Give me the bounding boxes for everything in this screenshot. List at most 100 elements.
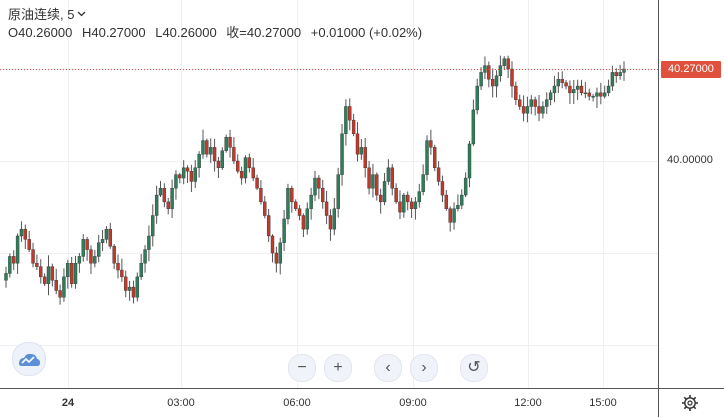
candle-body bbox=[35, 263, 39, 267]
time-axis-label: 06:00 bbox=[283, 397, 311, 409]
candle-body bbox=[602, 92, 607, 97]
candle-body bbox=[266, 215, 271, 237]
candle-body bbox=[263, 201, 267, 216]
candle-body bbox=[490, 79, 495, 87]
candle-body bbox=[212, 147, 217, 162]
candle-body bbox=[471, 109, 476, 145]
candle-body bbox=[151, 215, 155, 237]
candle-body bbox=[599, 92, 603, 97]
candle-body bbox=[301, 215, 306, 230]
candle-body bbox=[232, 147, 236, 162]
time-axis-label: 03:00 bbox=[167, 397, 195, 409]
zoom-out-button[interactable]: − bbox=[288, 354, 316, 382]
candle-body bbox=[413, 201, 418, 209]
chart-legend: 原油连续 , 5 O40.26000 H40.27000 L40.26000 收… bbox=[8, 6, 428, 42]
candle-body bbox=[579, 85, 584, 94]
candle-body bbox=[494, 75, 499, 87]
candle-body bbox=[367, 167, 371, 189]
chart-grid bbox=[0, 0, 658, 388]
candle-body bbox=[467, 143, 472, 179]
reset-chart-button[interactable]: ↺ bbox=[460, 354, 488, 382]
candle-body bbox=[228, 136, 232, 148]
candle-body bbox=[93, 256, 97, 264]
candle-body bbox=[541, 106, 545, 114]
candle-body bbox=[293, 201, 298, 209]
candle-body bbox=[475, 85, 479, 111]
ohlc-values: O40.26000 H40.27000 L40.26000 收=40.27000… bbox=[8, 24, 428, 42]
candle-body bbox=[533, 99, 537, 107]
candle-body bbox=[147, 235, 151, 250]
candle-body bbox=[220, 150, 225, 169]
candle-body bbox=[162, 188, 167, 203]
candle-body bbox=[297, 208, 302, 216]
candle-body bbox=[15, 235, 20, 264]
candle-body bbox=[463, 177, 468, 196]
candle-body bbox=[236, 160, 240, 172]
candle-body bbox=[239, 171, 244, 179]
candle-body bbox=[537, 106, 541, 114]
candle-body bbox=[575, 85, 580, 90]
candle-body bbox=[23, 228, 28, 240]
candle-body bbox=[487, 65, 491, 80]
scroll-right-button[interactable]: › bbox=[410, 354, 438, 382]
candle-body bbox=[131, 286, 136, 298]
candle-body bbox=[201, 140, 205, 155]
candle-body bbox=[448, 208, 452, 223]
high-value: H40.27000 bbox=[81, 25, 146, 40]
candle-body bbox=[127, 286, 132, 291]
chevron-down-icon[interactable] bbox=[77, 6, 86, 24]
scroll-left-button[interactable]: ‹ bbox=[374, 354, 402, 382]
candle-body bbox=[425, 140, 429, 175]
candle-body bbox=[452, 208, 456, 223]
candle-body bbox=[436, 167, 441, 182]
candle-body bbox=[382, 181, 387, 203]
candle-body bbox=[479, 72, 483, 87]
current-price-tag: 40.27000 bbox=[661, 61, 721, 78]
candle-body bbox=[564, 82, 568, 87]
candle-body bbox=[19, 228, 24, 237]
candle-body bbox=[324, 201, 329, 216]
symbol-name[interactable]: 原油连续 bbox=[8, 7, 61, 22]
candle-body bbox=[390, 167, 394, 189]
candle-body bbox=[460, 194, 464, 206]
candle-body bbox=[406, 194, 410, 203]
interval-label[interactable]: 5 bbox=[67, 7, 75, 22]
candle-body bbox=[340, 133, 344, 175]
candle-body bbox=[166, 201, 170, 209]
candle-body bbox=[606, 85, 611, 94]
candle-body bbox=[595, 92, 599, 97]
candle-body bbox=[181, 167, 186, 179]
candle-body bbox=[317, 177, 321, 189]
candle-body bbox=[259, 188, 263, 203]
tradingview-cloud-icon[interactable] bbox=[12, 342, 46, 376]
candle-body bbox=[583, 92, 588, 95]
candle-body bbox=[556, 79, 561, 87]
change-value: +0.01000 (+0.02%) bbox=[310, 25, 423, 40]
candle-body bbox=[247, 157, 252, 169]
candle-body bbox=[178, 174, 182, 179]
candle-body bbox=[363, 147, 367, 169]
candle-body bbox=[514, 85, 518, 100]
candle-body bbox=[591, 96, 595, 98]
candle-body bbox=[124, 276, 128, 291]
candle-body bbox=[104, 228, 109, 240]
gear-icon[interactable] bbox=[680, 393, 700, 413]
candles bbox=[4, 55, 626, 305]
candle-body bbox=[209, 147, 213, 155]
candle-body bbox=[54, 280, 58, 291]
candle-body bbox=[42, 276, 47, 284]
low-value: L40.26000 bbox=[155, 25, 217, 40]
candle-body bbox=[417, 191, 421, 203]
candle-body bbox=[58, 290, 62, 298]
candle-body bbox=[12, 256, 16, 264]
zoom-in-button[interactable]: + bbox=[324, 354, 352, 382]
candle-body bbox=[255, 177, 259, 189]
candle-body bbox=[309, 194, 313, 209]
candle-body bbox=[344, 106, 348, 134]
time-axis-label: 15:00 bbox=[589, 397, 617, 409]
candle-body bbox=[351, 119, 356, 134]
candle-body bbox=[305, 208, 309, 230]
candle-body bbox=[112, 245, 116, 264]
candle-body bbox=[548, 92, 553, 100]
